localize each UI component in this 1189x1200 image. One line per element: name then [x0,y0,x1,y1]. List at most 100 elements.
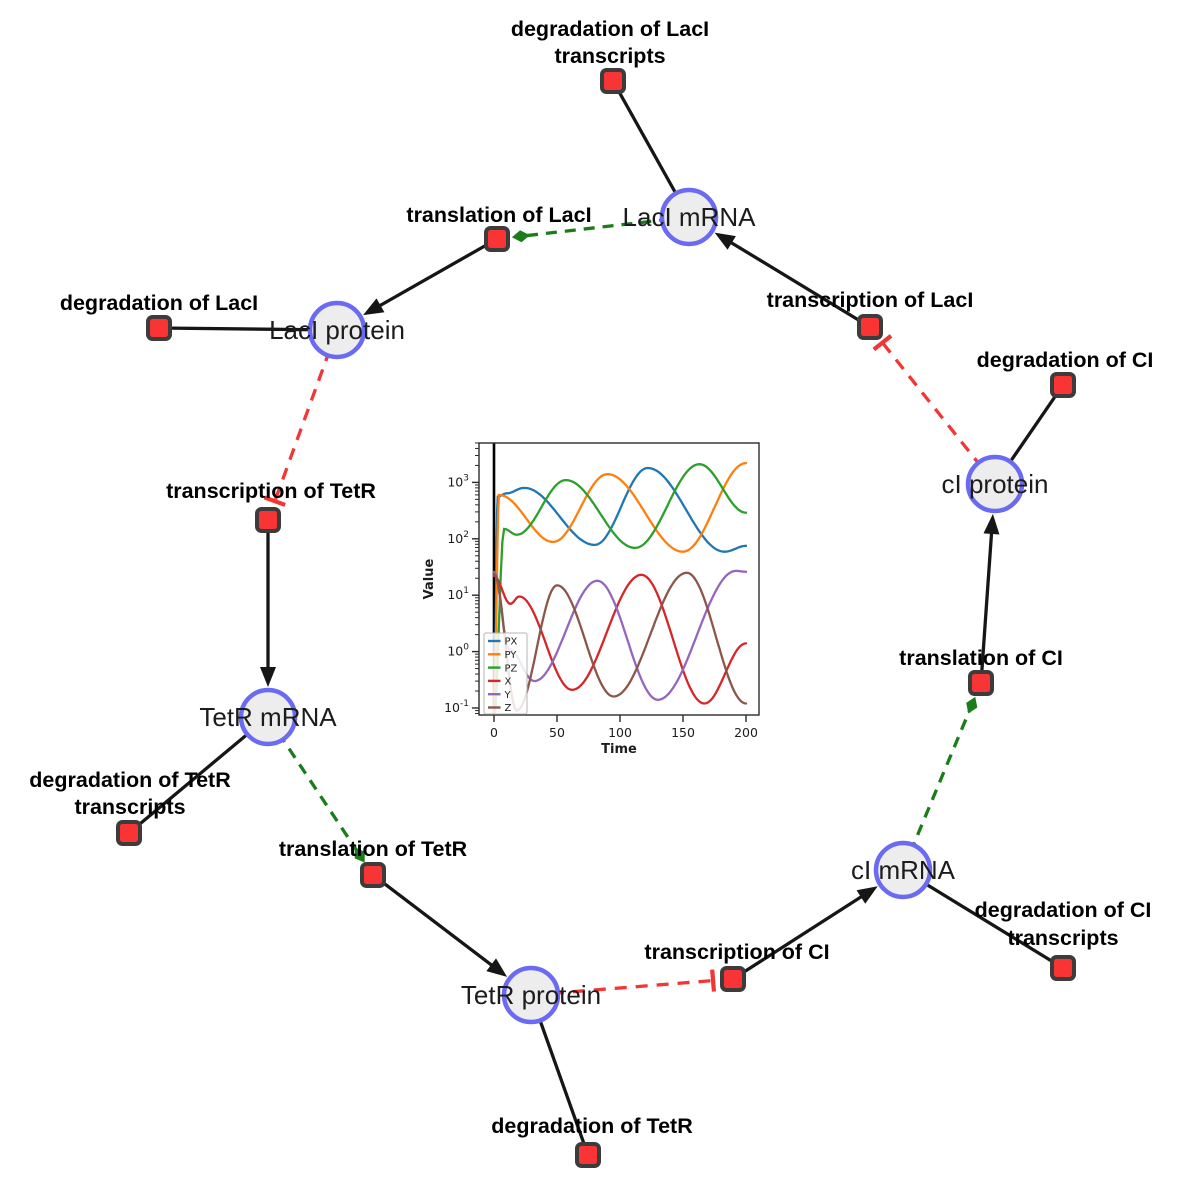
y-tick-label: 103 [447,473,469,489]
reaction-node-transcription-tetr: transcription of TetR [166,479,376,533]
deg-laci-transcripts-label: degradation of LacI transcripts [511,17,709,68]
edge-transcription-laci--laci-mrna [714,232,871,329]
tetr-mrna-label: TetR mRNA [199,702,337,732]
edge-laci-protein--transcription-tetr [263,329,339,507]
series-Y [492,569,748,701]
ci-protein-label: cI protein [942,469,1049,499]
reaction-node-deg-ci: degradation of CI [977,348,1154,398]
edge-transcription-ci--ci-mrna [732,886,878,981]
series-X [492,573,748,705]
deg-tetr-label: degradation of TetR [491,1114,693,1138]
reaction-square [1050,372,1076,398]
x-tick-label: 200 [734,725,758,740]
species-nodes: LacI mRNA LacI protein cI protein TetR mRNA… [199,187,1049,1025]
species-node-tetr-mrna: TetR mRNA [199,687,337,747]
arrowhead [486,958,508,977]
species-node-ci-protein: cI protein [942,454,1049,514]
deg-laci-label: degradation of LacI [60,291,258,315]
species-circle [238,687,298,747]
transcription-laci-label: transcription of LacI [767,288,974,312]
edge-ci-mrna--deg-ci-transcripts [902,868,1064,970]
edge-translation-ci--ci-protein [979,513,1000,684]
transcription-ci-label: transcription of CI [644,940,829,964]
species-node-laci-mrna: LacI mRNA [623,187,757,247]
inhibition-tbar [872,334,893,352]
species-node-ci-mrna: cI mRNA [851,840,956,900]
legend-label-Y: Y [504,690,512,701]
tetr-protein-label: TetR protein [461,980,601,1010]
x-axis: 0 50 100 150 200 [490,715,758,740]
reaction-square [1050,955,1076,981]
y-axis-label: Value [422,558,437,599]
legend-label-Z: Z [505,703,512,714]
y-tick-label: 101 [447,586,469,602]
translation-laci-label: translation of LacI [406,203,591,227]
reaction-square [600,68,626,94]
deg-ci-label: degradation of CI [977,348,1154,372]
series-Z [492,571,748,712]
reaction-square [968,670,994,696]
reaction-node-transcription-ci: transcription of CI [644,940,830,992]
species-node-tetr-protein: TetR protein [461,965,601,1025]
legend-label-PZ: PZ [505,663,518,674]
reaction-square [575,1142,601,1168]
edge-transcription-tetr--tetr-mrna [260,520,276,687]
species-circle [501,965,561,1025]
edge-translation-tetr--tetr-protein [372,873,508,977]
deg-ci-transcripts-label: degradation of CI transcripts [975,898,1152,950]
reaction-node-deg-laci: degradation of LacI [60,291,258,341]
reaction-nodes: degradation of LacI transcripts translatio… [29,17,1154,1168]
green-arrowhead [354,847,365,863]
laci-protein-label: LacI protein [269,315,405,345]
chart-legend: PX PY PZ XYZ [483,632,528,715]
legend-label-PX: PX [505,637,518,648]
laci-mrna-label: LacI mRNA [623,202,757,232]
legend-label-X: X [505,677,512,688]
inhibition-tbar [710,969,717,992]
reaction-node-deg-laci-transcripts: degradation of LacI transcripts [511,17,709,94]
chart-series [492,461,748,715]
x-tick-label: 0 [490,725,498,740]
y-tick-label: 102 [447,530,469,546]
reaction-square [857,314,883,340]
x-axis-label: Time [601,742,637,757]
arrowhead [260,667,276,687]
species-circle [965,454,1025,514]
arrowhead [983,513,1000,535]
arrowhead [856,886,878,904]
species-node-laci-protein: LacI protein [269,300,405,360]
species-circle [307,300,367,360]
reaction-node-deg-tetr: degradation of TetR [491,1114,693,1168]
reaction-node-transcription-laci: transcription of LacI [767,288,974,340]
green-arrowhead [966,696,978,714]
reaction-square [484,226,510,252]
x-tick-label: 50 [549,725,565,740]
reaction-square [720,966,746,992]
reaction-square [146,315,172,341]
legend-label-PY: PY [505,650,518,661]
y-axis: 10-1 100 101 102 103 [444,442,479,715]
species-circle [659,187,719,247]
x-tick-label: 150 [671,725,695,740]
translation-tetr-label: translation of TetR [279,837,468,861]
species-circle [873,840,933,900]
transcription-tetr-label: transcription of TetR [166,479,376,503]
plot-frame [478,442,760,716]
reaction-square [255,507,281,533]
edge-tetr-protein--transcription-ci [530,969,717,997]
y-tick-label: 100 [447,643,469,659]
edge-laci-protein--deg-laci [158,326,338,332]
edge-translation-laci--laci-protein [363,237,498,316]
inhibition-tbar [263,495,286,507]
x-tick-label: 100 [608,725,632,740]
reaction-node-deg-ci-transcripts: degradation of CI transcripts [975,898,1152,981]
reaction-node-translation-ci: translation of CI [899,646,1063,696]
series-PZ [493,463,748,715]
reaction-node-translation-tetr: translation of TetR [279,837,468,888]
reaction-node-deg-tetr-transcripts: degradation of TetR transcripts [29,768,231,846]
reaction-square [360,862,386,888]
green-arrowhead [511,230,530,243]
arrowhead [363,298,385,316]
